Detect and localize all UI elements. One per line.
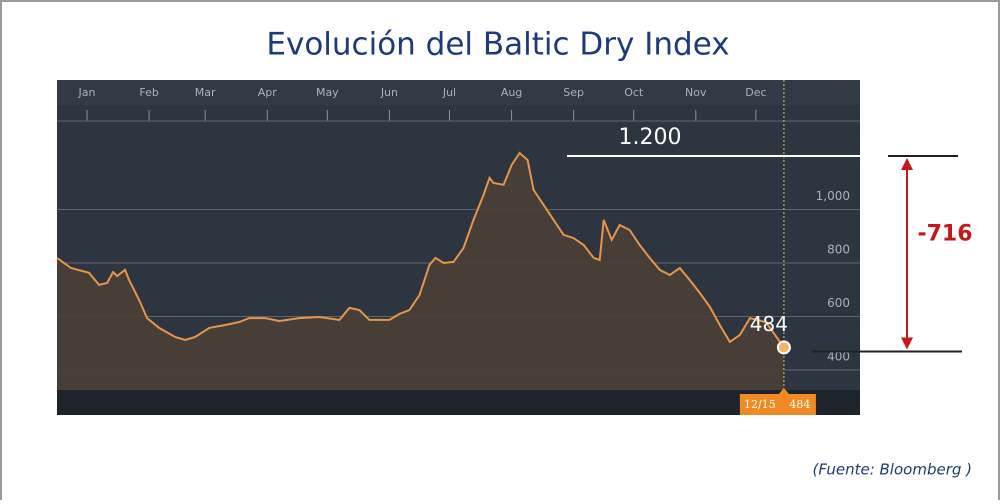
change-label: -716 [917, 222, 972, 247]
arrow-head [901, 337, 913, 350]
x-tick-label: Apr [258, 86, 278, 99]
month-band [57, 80, 860, 105]
chart-title: Evolución del Baltic Dry Index [266, 27, 729, 63]
last-point [776, 340, 791, 355]
y-tick-label: 800 [827, 242, 850, 256]
x-tick-label: Jul [442, 86, 456, 99]
x-tick-label: May [316, 86, 339, 99]
x-tick-label: Nov [685, 86, 707, 99]
x-tick-label: Oct [624, 86, 644, 99]
cursor-value: 484 [789, 398, 810, 411]
x-tick-label: Jun [380, 86, 398, 99]
high-label: 1.200 [619, 125, 682, 150]
cursor-box [739, 394, 816, 415]
x-tick-label: Dec [745, 86, 766, 99]
cursor-date: 12/15 [744, 398, 776, 411]
x-tick-label: Mar [195, 86, 216, 99]
last-value-label: 484 [750, 312, 788, 336]
y-tick-label: 400 [827, 349, 850, 363]
line [56, 151, 785, 349]
y-tick-label: 600 [827, 296, 850, 310]
x-tick-label: Jan [78, 86, 96, 99]
area [57, 153, 784, 390]
x-tick-label: Sep [563, 86, 584, 99]
cursor-pointer [778, 388, 789, 394]
x-tick-label: Aug [501, 86, 522, 99]
x-tick-label: Feb [139, 86, 158, 99]
source-note: (Fuente: Bloomberg ) [812, 461, 972, 479]
bottom-strip [57, 390, 860, 415]
arrow-head [901, 157, 913, 170]
y-tick-label: 1,000 [816, 189, 850, 203]
